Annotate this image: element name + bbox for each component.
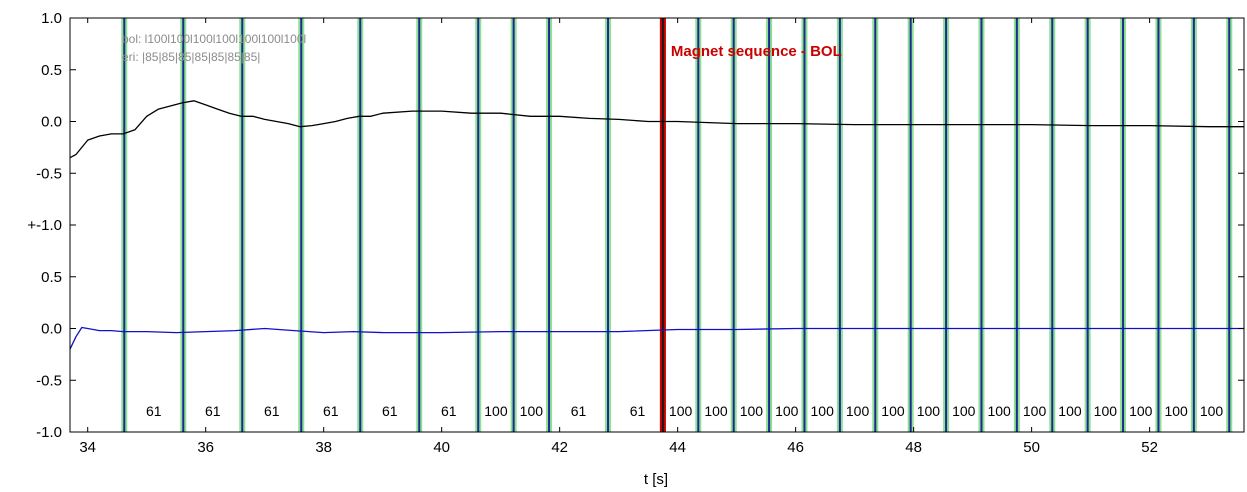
trace-lower [69, 326, 1244, 350]
interval-label: 100 [846, 403, 870, 419]
x-tick-label: 40 [433, 439, 450, 456]
x-axis: 34 36 38 40 42 44 46 48 50 52 [79, 18, 1158, 456]
info-line-eri: eri: |85|85|85|85|85|85|85| [122, 50, 260, 64]
interval-label: 100 [917, 403, 941, 419]
x-tick-label: 46 [787, 439, 804, 456]
interval-label: 100 [520, 403, 544, 419]
marker-line [548, 18, 551, 432]
y-tick-label: +-1.0 [27, 217, 62, 234]
interval-label: 100 [1129, 403, 1153, 419]
marker-line [803, 18, 806, 432]
interval-label: 61 [146, 403, 162, 419]
y-tick-label: 0.0 [41, 321, 62, 338]
interval-label: 100 [811, 403, 835, 419]
marker-line [607, 18, 610, 432]
interval-label: 61 [323, 403, 339, 419]
x-tick-label: 50 [1023, 439, 1040, 456]
info-line-bol: bol: l100l100l100l100l100l100l100l [122, 32, 306, 46]
marker-line [768, 18, 771, 432]
info-box: bol: l100l100l100l100l100l100l100l eri: … [122, 32, 306, 64]
interval-label: 100 [1164, 403, 1188, 419]
marker-line [1157, 18, 1160, 432]
interval-label: 100 [952, 403, 976, 419]
interval-label: 61 [264, 403, 280, 419]
interval-label: 100 [1094, 403, 1118, 419]
x-tick-label: 52 [1141, 439, 1158, 456]
y-tick-label: 0.5 [41, 62, 62, 79]
marker-line [1015, 18, 1018, 432]
marker-line [1192, 18, 1195, 432]
magnet-sequence-line-core [661, 18, 664, 432]
interval-label: 61 [382, 403, 398, 419]
y-tick-label: -0.5 [36, 165, 62, 182]
interval-label: 100 [1058, 403, 1082, 419]
interval-label: 61 [205, 403, 221, 419]
marker-line [697, 18, 700, 432]
signal-traces [69, 100, 1244, 350]
beat-markers [121, 18, 1233, 432]
x-tick-label: 44 [669, 439, 686, 456]
marker-line [838, 18, 841, 432]
marker-line [123, 18, 126, 432]
x-tick-label: 38 [315, 439, 332, 456]
marker-line [300, 18, 303, 432]
y-tick-label: 1.0 [41, 10, 62, 27]
x-tick-label: 42 [551, 439, 568, 456]
interval-label: 100 [669, 403, 693, 419]
y-axis: 1.0 0.5 0.0 -0.5 +-1.0 0.5 0.0 -0.5 -1.0 [27, 10, 1244, 441]
trace-upper [69, 100, 1244, 159]
interval-label: 61 [630, 403, 646, 419]
interval-label: 61 [571, 403, 587, 419]
plot-background [70, 18, 1244, 432]
interval-label: 100 [987, 403, 1011, 419]
marker-line [909, 18, 912, 432]
interval-labels: 61 61 61 61 61 61 100 100 61 61 100 100 100 100 100 100… [146, 403, 1223, 419]
marker-line [512, 18, 515, 432]
marker-line [874, 18, 877, 432]
y-tick-label: 0.0 [41, 114, 62, 131]
interval-label: 100 [484, 403, 508, 419]
interval-label: 100 [1023, 403, 1047, 419]
interval-label: 100 [1200, 403, 1224, 419]
interval-label: 100 [704, 403, 728, 419]
marker-line [1051, 18, 1054, 432]
x-tick-label: 48 [905, 439, 922, 456]
y-tick-label: 0.5 [41, 269, 62, 286]
marker-line [980, 18, 983, 432]
marker-line [732, 18, 735, 432]
x-tick-label: 36 [197, 439, 214, 456]
marker-line [945, 18, 948, 432]
marker-line [182, 18, 185, 432]
marker-line [418, 18, 421, 432]
marker-line [1122, 18, 1125, 432]
marker-line [1228, 18, 1231, 432]
interval-label: 100 [775, 403, 799, 419]
y-tick-label: -1.0 [36, 424, 62, 441]
interval-label: 61 [441, 403, 457, 419]
interval-label: 100 [740, 403, 764, 419]
marker-line [1086, 18, 1089, 432]
magnet-sequence-label: Magnet sequence - BOL [671, 43, 842, 60]
marker-line [241, 18, 244, 432]
interval-label: 100 [881, 403, 905, 419]
annotation-group: Magnet sequence - BOL [659, 18, 842, 432]
y-tick-label: -0.5 [36, 372, 62, 389]
marker-line [477, 18, 480, 432]
x-tick-label: 34 [79, 439, 96, 456]
marker-line [359, 18, 362, 432]
x-axis-label: t [s] [644, 471, 668, 488]
